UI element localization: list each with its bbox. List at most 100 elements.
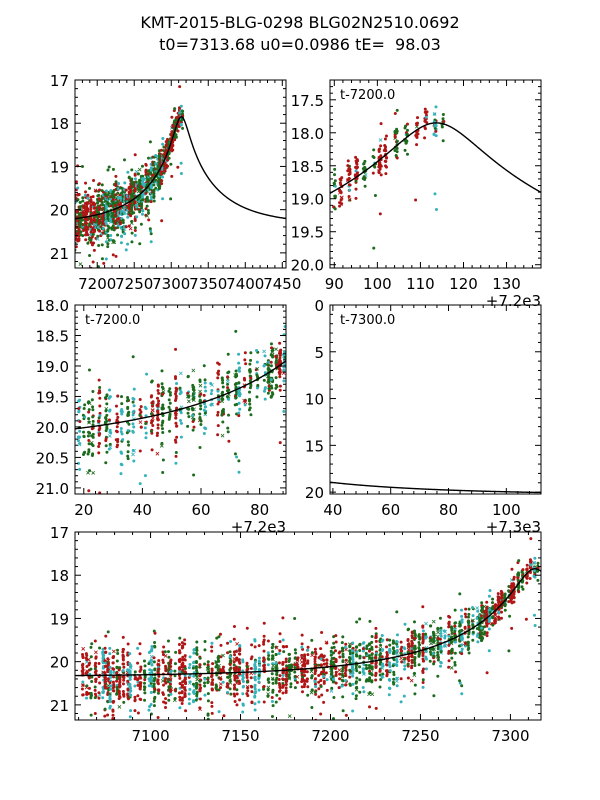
data-point [338,204,342,208]
data-point [111,709,115,713]
data-point [149,195,153,199]
data-point [186,391,190,395]
data-point [365,647,369,651]
data-point [378,662,382,666]
data-point [167,698,171,702]
data-point [103,671,107,675]
data-point [338,650,342,654]
data-point [319,672,323,676]
data-point [266,678,270,682]
data-point [269,360,273,364]
data-point [379,678,383,682]
data-point-x [78,222,82,226]
data-point [421,640,425,644]
data-point-x [309,690,314,695]
data-point [128,682,132,686]
data-point [410,634,414,638]
data-point [370,645,374,649]
data-point [179,161,183,165]
data-point [216,413,220,417]
data-point [284,677,288,681]
data-point [281,685,285,689]
data-point [108,695,112,699]
data-point-x [326,182,329,185]
data-point [85,221,89,225]
data-point [255,373,259,377]
data-point [195,682,199,686]
data-point [152,699,156,703]
data-point [341,652,345,656]
data-point [263,397,267,401]
data-point [111,239,115,243]
data-point [76,198,80,202]
data-point [275,676,279,680]
data-point [362,690,366,694]
data-point [232,660,236,664]
data-point [187,697,191,701]
chart-title-line1: KMT-2015-BLG-0298 BLG02N2510.0692 [140,13,460,32]
data-point [129,693,133,697]
data-point [71,469,74,472]
data-point [115,675,119,679]
data-point [206,666,210,670]
x-tick-label: 100 [492,501,521,519]
data-point-x [235,642,240,646]
data-point [319,678,323,682]
data-point [341,659,345,663]
x-tick-label: 20 [74,501,93,519]
data-point [81,671,85,675]
data-point [246,686,250,690]
data-point [228,678,232,682]
data-point [139,676,143,680]
data-point-x [424,621,428,626]
data-point [402,694,406,698]
data-point [121,682,125,686]
data-point [421,624,425,628]
data-point [94,669,98,673]
data-point-x [210,402,215,407]
data-point [116,415,120,419]
data-point [412,620,416,624]
data-point [348,683,352,687]
data-point [106,242,110,246]
data-point [122,205,126,209]
data-point-x [89,440,94,445]
data-point [278,360,282,364]
data-point [121,438,125,442]
data-point [344,665,348,669]
data-point [128,669,132,673]
data-point [90,675,94,679]
data-point [168,401,172,405]
data-point [89,217,93,221]
data-point [149,676,153,680]
data-point-x [159,443,164,448]
data-point [358,617,362,621]
data-point-x [198,389,202,394]
data-point [421,605,425,609]
data-point [188,655,192,659]
data-point [158,184,162,188]
data-point [319,647,323,651]
data-point [275,363,279,367]
data-point [139,405,143,409]
data-point [140,164,144,168]
data-point [206,717,210,720]
data-point [106,657,110,661]
data-point [149,658,153,662]
data-point [380,655,384,659]
data-point [198,706,202,710]
data-point [424,111,428,115]
axes-frame [329,304,542,495]
data-point [104,680,108,684]
data-point [181,126,185,130]
data-point [131,448,135,452]
data-point [269,378,273,382]
data-point [127,224,131,228]
data-point [399,700,403,704]
data-point [104,439,108,443]
data-point [161,693,165,697]
data-point-x [266,374,270,379]
data-point-x [94,650,98,655]
data-point [341,649,345,653]
